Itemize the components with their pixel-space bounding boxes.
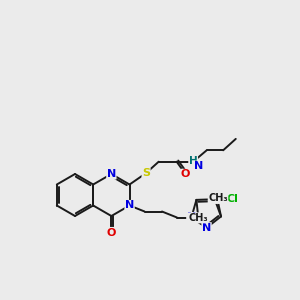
Text: Cl: Cl [227, 194, 239, 204]
Text: N: N [107, 169, 116, 179]
Text: O: O [107, 227, 116, 238]
Text: CH₃: CH₃ [188, 213, 208, 223]
Text: N: N [202, 223, 211, 233]
Text: N: N [194, 161, 203, 171]
Text: S: S [142, 168, 150, 178]
Text: O: O [181, 169, 190, 179]
Text: N: N [187, 212, 196, 223]
Text: H: H [189, 156, 197, 166]
Text: N: N [125, 200, 134, 211]
Text: CH₃: CH₃ [208, 194, 228, 203]
